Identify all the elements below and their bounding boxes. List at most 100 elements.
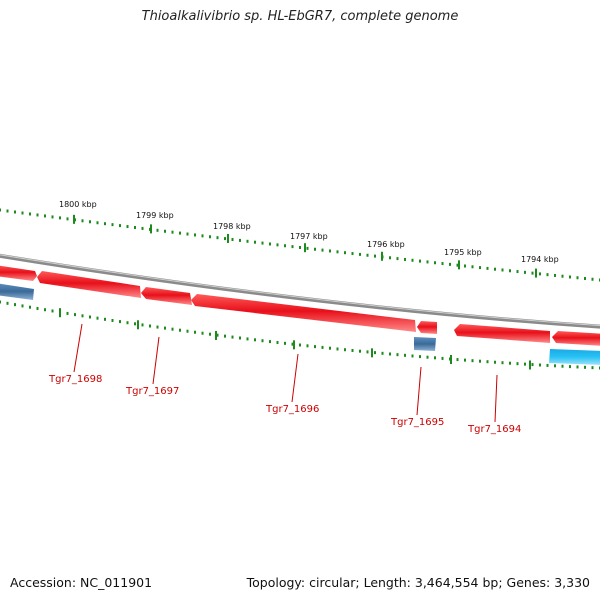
gene-block[interactable] bbox=[414, 337, 436, 351]
gene-arrow[interactable] bbox=[454, 324, 550, 343]
major-tick bbox=[529, 360, 531, 370]
gene-arrow[interactable] bbox=[37, 271, 141, 298]
scale-dot bbox=[134, 322, 136, 326]
scale-dot bbox=[141, 323, 144, 327]
map-title: Thioalkalivibrio sp. HL-EbGR7, complete … bbox=[141, 9, 459, 24]
gene-block[interactable] bbox=[549, 349, 600, 365]
scale-dot bbox=[179, 328, 181, 332]
scale-dot bbox=[246, 239, 249, 243]
gene-label[interactable]: Tgr7_1696 bbox=[265, 404, 319, 415]
scale-dot bbox=[411, 258, 414, 262]
scale-dot bbox=[269, 242, 271, 246]
scale-dot bbox=[261, 339, 264, 343]
scale-dot bbox=[321, 248, 324, 252]
scale-dot bbox=[576, 276, 579, 280]
scale-dot bbox=[464, 264, 466, 268]
scale-dot bbox=[419, 355, 421, 359]
scale-dot bbox=[111, 318, 114, 322]
scale-dot bbox=[29, 212, 31, 216]
scale-dot bbox=[14, 303, 16, 307]
scale-dot bbox=[569, 365, 571, 369]
scale-dot bbox=[0, 300, 1, 304]
scale-dot bbox=[29, 305, 31, 309]
scale-dot bbox=[546, 363, 549, 367]
gene-arrow[interactable] bbox=[417, 321, 437, 334]
scale-dot bbox=[239, 336, 241, 340]
scale-dot bbox=[486, 360, 489, 364]
scale-dot bbox=[171, 327, 174, 331]
major-tick bbox=[293, 340, 295, 350]
scale-dot bbox=[449, 262, 451, 266]
scale-dot bbox=[231, 237, 234, 241]
tick-label: 1799 kbp bbox=[136, 211, 174, 220]
gene-arrow[interactable] bbox=[191, 294, 416, 332]
scale-dot bbox=[561, 274, 564, 278]
scale-dot bbox=[584, 365, 586, 369]
gene-label[interactable]: Tgr7_1698 bbox=[48, 374, 102, 385]
scale-dot bbox=[546, 273, 549, 277]
scale-dot bbox=[254, 338, 256, 342]
gene-leader-line bbox=[291, 353, 299, 403]
scale-dot bbox=[561, 364, 564, 368]
scale-dot bbox=[554, 364, 556, 368]
scale-dot bbox=[404, 353, 406, 357]
major-tick bbox=[150, 224, 152, 234]
scale-dot bbox=[411, 354, 414, 358]
tick-label: 1795 kbp bbox=[444, 248, 482, 257]
scale-dot bbox=[216, 333, 219, 337]
scale-dot bbox=[209, 235, 211, 239]
scale-dot bbox=[276, 243, 279, 247]
scale-dot bbox=[434, 261, 436, 265]
major-tick bbox=[304, 243, 306, 253]
scale-dot bbox=[111, 223, 114, 227]
scale-dot bbox=[314, 247, 316, 251]
scale-dot bbox=[141, 226, 144, 230]
gene-arrow[interactable] bbox=[0, 265, 37, 281]
scale-dot bbox=[201, 331, 204, 335]
scale-dot bbox=[81, 314, 84, 318]
inner-tick-scale bbox=[0, 300, 600, 370]
scale-dot bbox=[96, 316, 99, 320]
scale-dot bbox=[36, 213, 39, 217]
scale-dot bbox=[216, 236, 219, 240]
scale-dot bbox=[306, 246, 309, 250]
scale-dot bbox=[531, 271, 534, 275]
scale-dot bbox=[509, 269, 511, 273]
gene-arrow[interactable] bbox=[141, 287, 192, 305]
backbone-arc bbox=[0, 253, 600, 329]
gene-label[interactable]: Tgr7_1695 bbox=[390, 417, 444, 428]
scale-dot bbox=[374, 254, 376, 258]
major-tick bbox=[535, 268, 537, 278]
gene-label[interactable]: Tgr7_1694 bbox=[467, 424, 521, 435]
scale-dot bbox=[359, 349, 361, 353]
scale-dot bbox=[419, 259, 421, 263]
scale-dot bbox=[164, 229, 166, 233]
scale-dot bbox=[434, 356, 436, 360]
scale-dot bbox=[404, 257, 406, 261]
scale-dot bbox=[539, 272, 541, 276]
scale-dot bbox=[186, 232, 189, 236]
scale-dot bbox=[336, 250, 339, 254]
scale-dot bbox=[516, 362, 519, 366]
gene-arrow[interactable] bbox=[552, 331, 600, 346]
scale-dot bbox=[21, 211, 24, 215]
reverse-strand-genes bbox=[0, 283, 600, 365]
gene-leader-line bbox=[416, 366, 422, 416]
major-tick bbox=[450, 355, 452, 364]
scale-dot bbox=[51, 309, 54, 313]
scale-dot bbox=[59, 216, 61, 220]
gene-label[interactable]: Tgr7_1697 bbox=[125, 386, 179, 397]
gene-block[interactable] bbox=[0, 283, 34, 300]
gene-leader-line bbox=[152, 336, 160, 385]
topology-summary: Topology: circular; Length: 3,464,554 bp… bbox=[246, 575, 590, 590]
scale-dot bbox=[381, 351, 384, 355]
scale-dot bbox=[569, 275, 571, 279]
major-tick bbox=[73, 214, 75, 224]
gene-leader-line bbox=[494, 374, 498, 423]
scale-dot bbox=[239, 238, 241, 242]
scale-dot bbox=[389, 352, 391, 356]
scale-dot bbox=[291, 245, 294, 249]
scale-dot bbox=[164, 326, 166, 330]
tick-label: 1796 kbp bbox=[367, 240, 405, 249]
scale-dot bbox=[194, 330, 196, 334]
